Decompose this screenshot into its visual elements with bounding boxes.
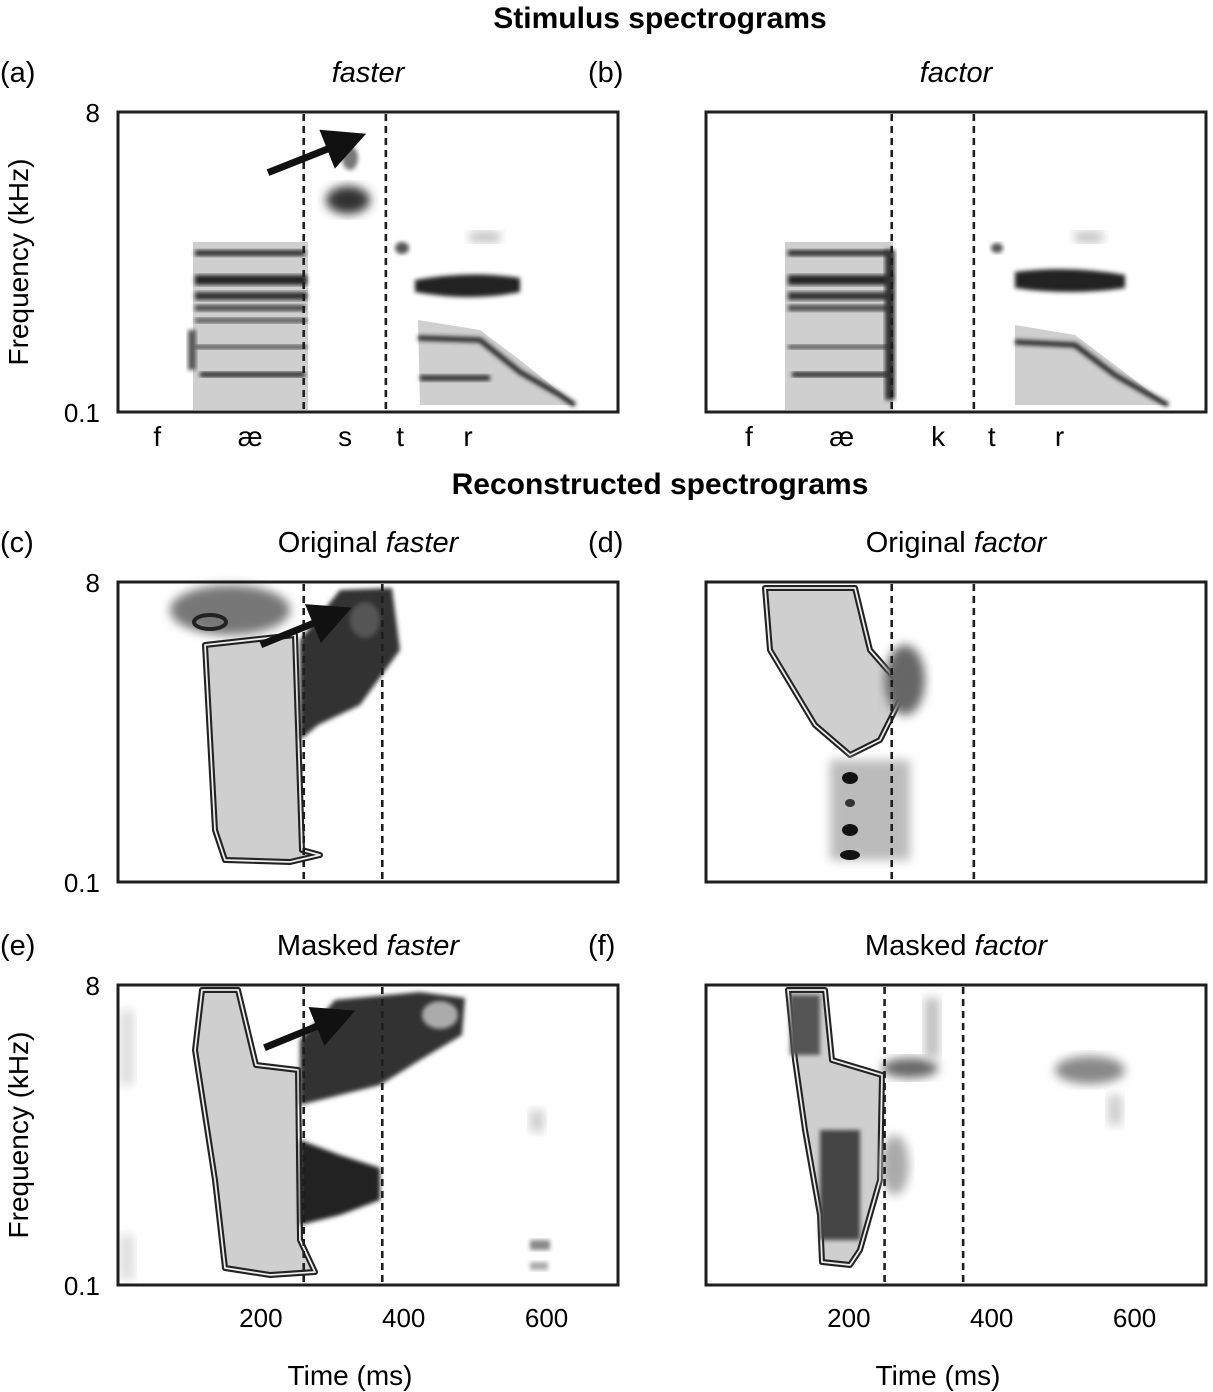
panel-e xyxy=(120,987,550,1280)
panel-title-f: Masked factor xyxy=(865,930,1048,962)
section-title-stimulus: Stimulus spectrograms xyxy=(493,2,826,35)
panel-title-italic-a: faster xyxy=(332,57,406,89)
xtick-f-600: 600 xyxy=(1113,1303,1156,1333)
spectrogram-f xyxy=(785,987,1125,1268)
panel-title-italic-b: factor xyxy=(920,57,994,89)
section-title-reconstructed: Reconstructed spectrograms xyxy=(452,468,869,501)
transition-arrow-c-0 xyxy=(259,604,352,648)
panel-title-plain-f: Masked xyxy=(865,930,975,962)
xtick-f-400: 400 xyxy=(970,1303,1013,1333)
xtick-e-200: 200 xyxy=(239,1303,282,1333)
spectrogram-a xyxy=(188,146,577,410)
phoneme-a-2: s xyxy=(338,421,352,452)
phoneme-a-1: æ xyxy=(238,421,263,452)
plot-frame-d xyxy=(704,580,1208,884)
ytick-c-0.1: 0.1 xyxy=(64,868,100,898)
panel-title-italic-f: factor xyxy=(975,930,1049,962)
panel-title-e: Masked faster xyxy=(277,930,460,962)
panel-label-b: (b) xyxy=(588,57,623,89)
phoneme-a-0: f xyxy=(153,421,161,452)
transition-arrow-a-0 xyxy=(266,129,367,176)
plot-frame-e xyxy=(116,983,620,1287)
spectrogram-d xyxy=(762,585,925,860)
plot-frame-f xyxy=(704,983,1208,1287)
panel-title-plain-d: Original xyxy=(866,527,974,559)
ylabel-e: Frequency (kHz) xyxy=(3,1032,34,1239)
phoneme-b-3: t xyxy=(988,421,996,452)
panel-a xyxy=(188,146,577,410)
phoneme-a-3: t xyxy=(396,421,404,452)
panel-label-d: (d) xyxy=(588,527,623,559)
panel-title-italic-d: factor xyxy=(974,527,1048,559)
spectrogram-e xyxy=(120,987,550,1280)
panel-title-b: factor xyxy=(920,57,994,89)
plot-frame-b xyxy=(704,110,1208,414)
panel-title-italic-c: faster xyxy=(386,527,460,559)
panel-b xyxy=(785,232,1170,410)
transition-arrow-e-0 xyxy=(263,1007,356,1051)
spectrogram-b xyxy=(785,232,1170,410)
panel-c xyxy=(170,585,400,865)
panel-title-plain-c: Original xyxy=(278,527,386,559)
plot-frame-a xyxy=(116,110,620,414)
xtick-f-200: 200 xyxy=(827,1303,870,1333)
ytick-c-8: 8 xyxy=(86,568,100,598)
panel-label-e: (e) xyxy=(0,930,35,962)
xtick-e-600: 600 xyxy=(525,1303,568,1333)
xlabel-e: Time (ms) xyxy=(288,1360,413,1391)
phoneme-a-4: r xyxy=(463,421,472,452)
phoneme-b-0: f xyxy=(745,421,753,452)
ytick-a-0.1: 0.1 xyxy=(64,398,100,428)
ytick-e-0.1: 0.1 xyxy=(64,1271,100,1301)
panel-label-f: (f) xyxy=(588,930,615,962)
panel-title-c: Original faster xyxy=(278,527,460,559)
phoneme-b-2: k xyxy=(931,421,946,452)
panel-title-a: faster xyxy=(332,57,406,89)
panel-title-plain-e: Masked xyxy=(277,930,387,962)
xtick-e-400: 400 xyxy=(382,1303,425,1333)
ylabel-a: Frequency (kHz) xyxy=(3,159,34,366)
panel-title-italic-e: faster xyxy=(387,930,461,962)
phoneme-b-1: æ xyxy=(829,421,854,452)
phoneme-b-4: r xyxy=(1055,421,1064,452)
panel-label-c: (c) xyxy=(0,527,34,559)
panel-f xyxy=(785,987,1125,1268)
xlabel-f: Time (ms) xyxy=(876,1360,1001,1391)
spectrogram-c xyxy=(170,585,400,865)
panel-title-d: Original factor xyxy=(866,527,1048,559)
panel-label-a: (a) xyxy=(0,57,35,89)
panel-d xyxy=(762,585,925,860)
plot-frame-c xyxy=(116,580,620,884)
ytick-a-8: 8 xyxy=(86,98,100,128)
ytick-e-8: 8 xyxy=(86,971,100,1001)
